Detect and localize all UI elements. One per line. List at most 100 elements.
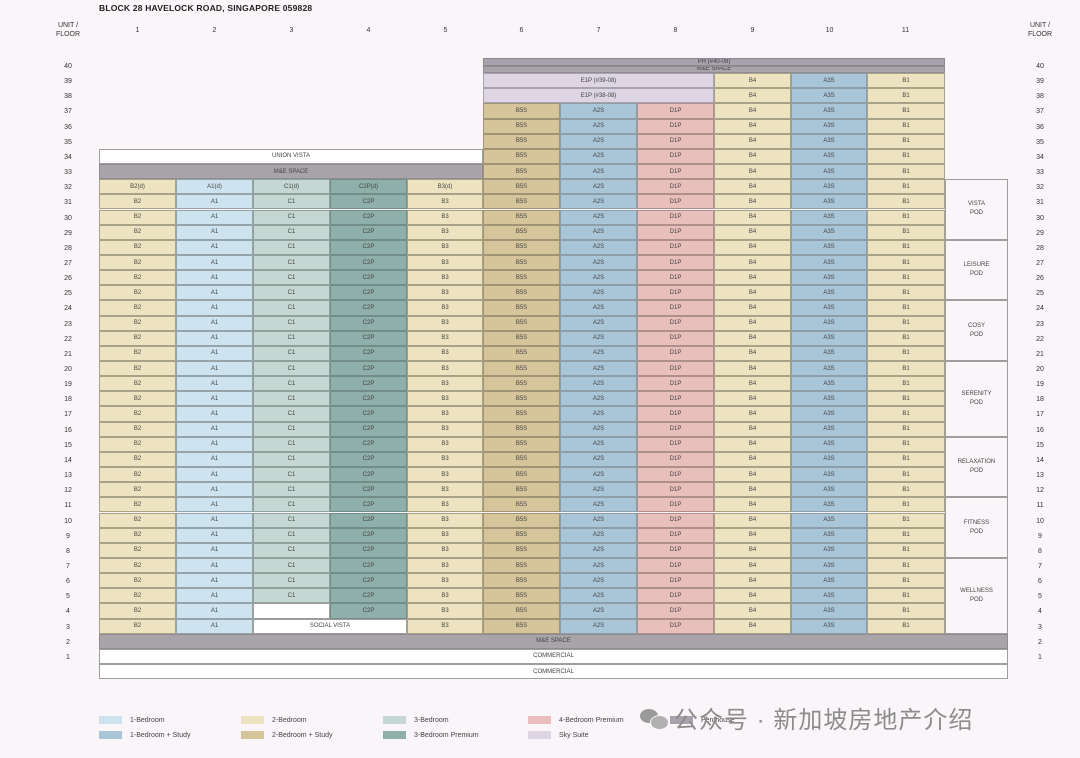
unit-cell: B3: [407, 315, 483, 331]
unit-cell: C1: [253, 270, 330, 286]
unit-cell: B5S: [483, 224, 560, 240]
unit-cell: B2: [99, 436, 176, 452]
unit-cell: B2: [99, 497, 176, 513]
unit-cell: B1: [867, 148, 945, 165]
unit-cell: B2: [99, 330, 176, 346]
unit-cell: A1: [176, 239, 253, 255]
unit-cell: B3: [407, 285, 483, 301]
unit-cell: B5S: [483, 300, 560, 316]
unit-cell: C1: [253, 451, 330, 468]
unit-cell: B3: [407, 194, 483, 210]
unit-cell: C2P: [330, 406, 407, 422]
unit-cell: A3S: [791, 512, 867, 528]
floor-label-4: 4: [1038, 608, 1042, 616]
floor-label-21: 21: [1036, 350, 1044, 358]
floor-label-7: 7: [1038, 562, 1042, 570]
unit-cell: A1: [176, 376, 253, 392]
page-title: BLOCK 28 HAVELOCK ROAD, SINGAPORE 059828: [99, 3, 313, 13]
floor-label-33: 33: [64, 169, 72, 177]
floor-label-21: 21: [64, 350, 72, 358]
unit-cell: A1: [176, 467, 253, 483]
unit-cell: B1: [867, 588, 945, 604]
legend-swatch: [241, 731, 264, 739]
unit-cell: D1P: [637, 527, 714, 543]
unit-cell: B3: [407, 618, 483, 634]
floor-label-10: 10: [1036, 517, 1044, 525]
unit-cell: B1: [867, 300, 945, 316]
me-space-roof: M&E SPACE: [483, 65, 945, 74]
unit-cell: A3S: [791, 224, 867, 240]
unit-cell: B3: [407, 497, 483, 513]
unit-cell: C2P(d): [330, 179, 407, 195]
unit-cell: C1: [253, 467, 330, 483]
pod-label: VISTA POD: [945, 179, 1008, 240]
unit-cell: A2S: [560, 345, 637, 361]
unit-cell: A3S: [791, 118, 867, 134]
unit-cell: B1: [867, 436, 945, 452]
unit-cell: D1P: [637, 588, 714, 604]
unit-cell: D1P: [637, 421, 714, 437]
unit-cell: D1P: [637, 345, 714, 361]
unit-cell: D1P: [637, 133, 714, 149]
floor-label-9: 9: [66, 532, 70, 540]
unit-cell: B2: [99, 300, 176, 316]
unit-cell: A2S: [560, 103, 637, 119]
floor-label-10: 10: [64, 517, 72, 525]
unit-cell: C2P: [330, 497, 407, 513]
unit-cell: B4: [714, 512, 791, 528]
floor-label-16: 16: [64, 426, 72, 434]
unit-cell: B4: [714, 285, 791, 301]
column-header-6: 6: [519, 27, 524, 34]
unit-cell: B2: [99, 421, 176, 437]
unit-cell: B1: [867, 194, 945, 210]
unit-cell: B5S: [483, 103, 560, 119]
unit-floor-header-left: UNIT / FLOOR: [52, 21, 84, 39]
unit-cell: B3: [407, 557, 483, 574]
unit-cell: A1: [176, 391, 253, 407]
legend-item: 4-Bedroom Premium: [528, 716, 624, 724]
floor-label-28: 28: [64, 244, 72, 252]
floor-label-29: 29: [64, 229, 72, 237]
unit-cell: B4: [714, 345, 791, 361]
unit-cell: B3: [407, 391, 483, 407]
unit-cell: B3: [407, 406, 483, 422]
legend-swatch: [383, 716, 406, 724]
unit-cell: C2P: [330, 542, 407, 558]
unit-cell: B2: [99, 224, 176, 240]
unit-cell: D1P: [637, 482, 714, 498]
unit-cell: B3: [407, 421, 483, 437]
unit-cell: D1P: [637, 451, 714, 468]
floor-label-15: 15: [1036, 441, 1044, 449]
unit-cell: A3S: [791, 285, 867, 301]
unit-cell: A2S: [560, 148, 637, 165]
unit-cell: A2S: [560, 133, 637, 149]
unit-cell: B4: [714, 467, 791, 483]
unit-cell: A3S: [791, 421, 867, 437]
unit-cell: A1: [176, 512, 253, 528]
unit-cell: A2S: [560, 254, 637, 271]
legend-swatch: [528, 731, 551, 739]
unit-cell: B4: [714, 376, 791, 392]
unit-cell: B5S: [483, 164, 560, 180]
unit-cell: C1: [253, 239, 330, 255]
unit-cell: B4: [714, 224, 791, 240]
legend-swatch: [383, 731, 406, 739]
unit-cell: C2P: [330, 239, 407, 255]
unit-cell: C2P: [330, 391, 407, 407]
floor-label-25: 25: [64, 290, 72, 298]
unit-cell: B5S: [483, 270, 560, 286]
unit-cell: B5S: [483, 376, 560, 392]
unit-cell: B1: [867, 345, 945, 361]
unit-cell: D1P: [637, 164, 714, 180]
legend-label: 1-Bedroom + Study: [130, 731, 191, 739]
unit-cell: C2P: [330, 512, 407, 528]
unit-cell: B1: [867, 239, 945, 255]
unit-cell: B4: [714, 300, 791, 316]
unit-cell: B1: [867, 391, 945, 407]
unit-cell: B3: [407, 467, 483, 483]
unit-cell: B4: [714, 557, 791, 574]
unit-cell: A2S: [560, 497, 637, 513]
unit-cell: B5S: [483, 239, 560, 255]
social-vista: SOCIAL VISTA: [253, 618, 407, 634]
unit-cell: B1: [867, 512, 945, 528]
